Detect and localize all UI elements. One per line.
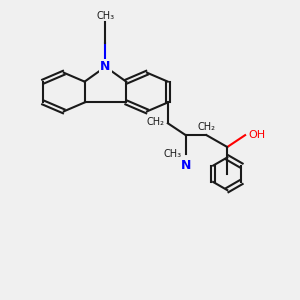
Text: OH: OH bbox=[248, 130, 265, 140]
Text: CH₃: CH₃ bbox=[96, 11, 115, 21]
Text: CH₂: CH₂ bbox=[197, 122, 215, 132]
Text: CH₃: CH₃ bbox=[163, 149, 181, 160]
Text: N: N bbox=[181, 159, 191, 172]
Text: CH₂: CH₂ bbox=[147, 117, 165, 127]
Text: N: N bbox=[100, 60, 111, 73]
